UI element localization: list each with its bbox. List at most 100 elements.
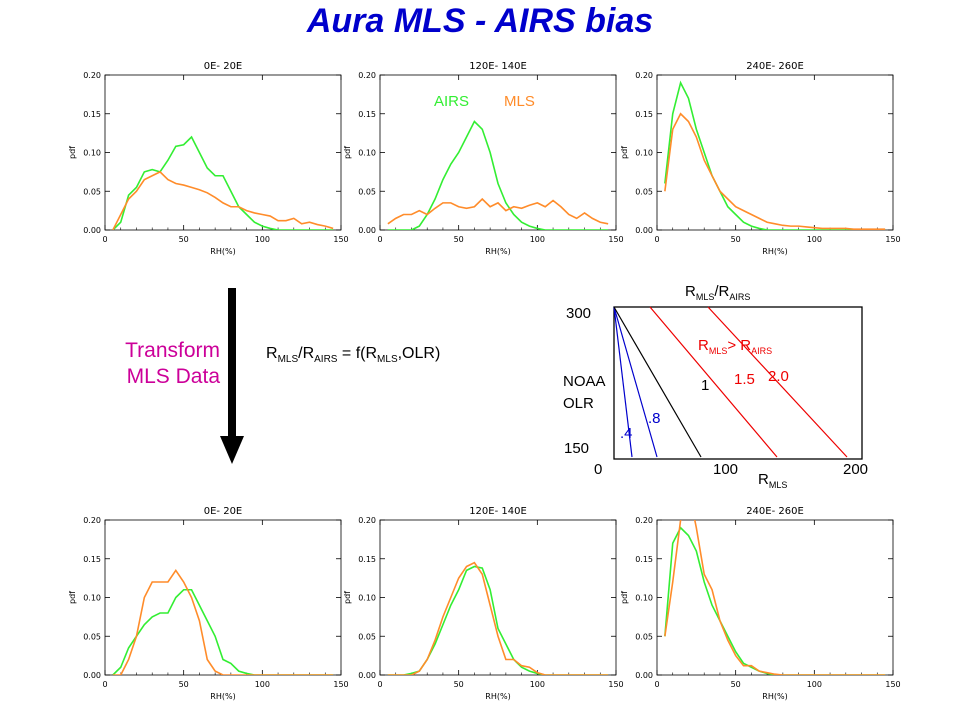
x-tick-label: 50 xyxy=(731,235,741,244)
y-tick-label: 0.20 xyxy=(635,71,653,80)
y-axis-label: pdf xyxy=(68,146,77,159)
series-line-airs xyxy=(112,588,334,675)
panel-top-middle: 120E- 140E 0.00 0.05 0.10 0.15 0.20 0 50 100 150 R… xyxy=(343,61,624,256)
panel-title: 120E- 140E xyxy=(469,61,527,72)
series-line-mls xyxy=(664,112,886,230)
x-axis-label: RH(%) xyxy=(210,692,235,701)
diagram-condition: RMLS> RAIRS xyxy=(698,337,772,356)
x-tick-label: 150 xyxy=(885,235,900,244)
diagram-y-tick-150: 150 xyxy=(564,440,589,457)
x-tick-label: 0 xyxy=(377,235,382,244)
y-tick-label: 0.15 xyxy=(83,555,101,564)
x-axis-label: RH(%) xyxy=(485,692,510,701)
y-tick-label: 0.10 xyxy=(83,594,101,603)
x-tick-label: 100 xyxy=(530,680,545,689)
y-axis-label: pdf xyxy=(620,591,629,604)
diagram-x-tick-200: 200 xyxy=(843,461,868,478)
y-tick-label: 0.00 xyxy=(635,226,653,235)
y-tick-label: 0.10 xyxy=(83,149,101,158)
y-axis-label: pdf xyxy=(68,591,77,604)
x-tick-label: 50 xyxy=(179,680,189,689)
diagram-x-tick-100: 100 xyxy=(713,461,738,478)
diagram-line-label-08: .8 xyxy=(648,410,661,427)
x-tick-label: 50 xyxy=(454,235,464,244)
page-title: Aura MLS - AIRS bias xyxy=(306,2,654,40)
series-line-airs xyxy=(387,565,609,675)
y-tick-label: 0.15 xyxy=(358,555,376,564)
diagram-frame xyxy=(613,306,863,460)
transform-diagram: RMLS/RAIRS 300 150 NOAA OLR 0 100 200 RM… xyxy=(563,283,868,490)
y-tick-label: 0.00 xyxy=(83,671,101,680)
x-tick-label: 150 xyxy=(333,680,348,689)
diagram-lines xyxy=(613,306,848,458)
diagram-ylabel-1: NOAA xyxy=(563,373,606,390)
diagram-line-1 xyxy=(613,306,702,458)
diagram-y-tick-300: 300 xyxy=(566,305,591,322)
formula-r: R xyxy=(266,345,278,362)
down-arrow-icon xyxy=(220,288,244,464)
x-axis-label: RH(%) xyxy=(210,247,235,256)
plot-frame xyxy=(104,519,342,676)
x-tick-label: 100 xyxy=(807,235,822,244)
formula-rhs: = f(R xyxy=(337,345,378,362)
series-line-airs xyxy=(664,526,886,675)
y-tick-label: 0.05 xyxy=(83,632,101,641)
y-tick-label: 0.10 xyxy=(358,594,376,603)
transform-line-1: Transform xyxy=(125,339,220,362)
formula-rhs-end: ,OLR) xyxy=(397,345,441,362)
panel-title: 120E- 140E xyxy=(469,506,527,517)
x-axis-label: RH(%) xyxy=(485,247,510,256)
y-tick-label: 0.20 xyxy=(83,516,101,525)
transform-label: Transform MLS Data xyxy=(60,338,220,390)
x-tick-label: 150 xyxy=(885,680,900,689)
diagram-x-tick-0: 0 xyxy=(594,461,602,478)
y-tick-label: 0.00 xyxy=(635,671,653,680)
panel-bottom-middle: 120E- 140E 0.00 0.05 0.10 0.15 0.20 0 50 100 150 R… xyxy=(343,506,624,701)
panel-top-left: 0E- 20E 0.00 0.05 0.10 0.15 0.20 0 50 100 150 RH(%… xyxy=(68,61,349,256)
series-line-mls xyxy=(112,568,334,675)
panel-title: 240E- 260E xyxy=(746,61,804,72)
diagram-line-15 xyxy=(649,306,778,458)
x-tick-label: 150 xyxy=(608,235,623,244)
y-tick-label: 0.10 xyxy=(358,149,376,158)
y-tick-label: 0.20 xyxy=(83,71,101,80)
y-tick-label: 0.15 xyxy=(635,555,653,564)
y-tick-label: 0.00 xyxy=(358,226,376,235)
series-line-airs xyxy=(664,80,886,230)
y-tick-label: 0.05 xyxy=(635,632,653,641)
x-tick-label: 100 xyxy=(255,235,270,244)
diagram-ylabel-2: OLR xyxy=(563,395,594,412)
y-axis-label: pdf xyxy=(620,146,629,159)
x-tick-label: 100 xyxy=(807,680,822,689)
formula-sub-airs: AIRS xyxy=(314,354,338,366)
x-tick-label: 0 xyxy=(654,235,659,244)
formula-sub-mls: MLS xyxy=(277,354,299,366)
y-tick-label: 0.05 xyxy=(358,187,376,196)
y-tick-label: 0.15 xyxy=(83,110,101,119)
series-line-airs xyxy=(112,135,334,230)
panel-title: 0E- 20E xyxy=(204,506,243,517)
y-tick-label: 0.20 xyxy=(635,516,653,525)
y-axis-label: pdf xyxy=(343,591,352,604)
diagram-line-label-04: .4 xyxy=(620,425,633,442)
plot-frame xyxy=(379,519,617,676)
diagram-title: RMLS/RAIRS xyxy=(685,283,750,302)
y-tick-label: 0.00 xyxy=(358,671,376,680)
plot-frame xyxy=(379,74,617,231)
formula-r2: R xyxy=(302,345,315,362)
formula: RMLS/RAIRS = f(RMLS,OLR) xyxy=(266,345,441,366)
y-tick-label: 0.00 xyxy=(83,226,101,235)
diagram-xlabel: RMLS xyxy=(758,471,787,490)
x-tick-label: 150 xyxy=(333,235,348,244)
x-tick-label: 0 xyxy=(102,235,107,244)
x-tick-label: 150 xyxy=(608,680,623,689)
y-tick-label: 0.05 xyxy=(83,187,101,196)
y-tick-label: 0.15 xyxy=(358,110,376,119)
y-tick-label: 0.20 xyxy=(358,516,376,525)
x-tick-label: 0 xyxy=(654,680,659,689)
panel-title: 0E- 20E xyxy=(204,61,243,72)
series-line-mls xyxy=(664,520,886,675)
legend-airs: AIRS xyxy=(434,93,470,110)
x-axis-label: RH(%) xyxy=(762,692,787,701)
diagram-line-label-1: 1 xyxy=(701,377,709,394)
